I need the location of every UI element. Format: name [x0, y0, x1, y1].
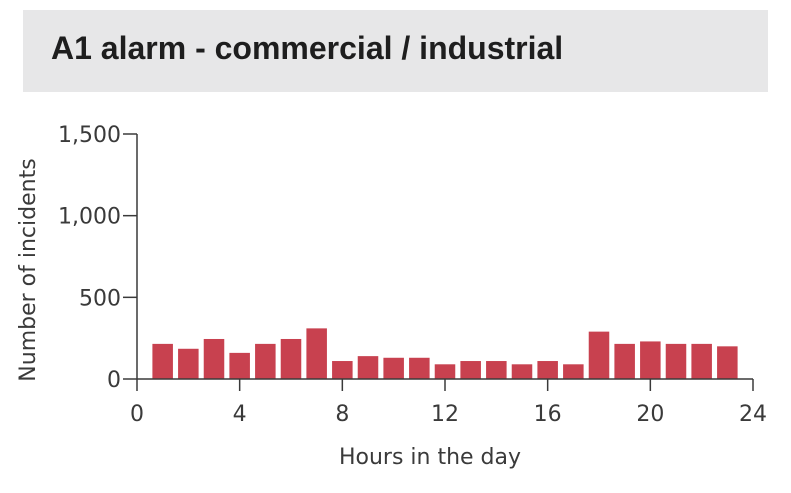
- bar-hour-21: [665, 343, 687, 379]
- x-tick-label-20: 20: [636, 402, 664, 427]
- bar-hour-6: [280, 338, 302, 379]
- bar-hour-12: [434, 364, 456, 379]
- bar-hour-9: [357, 356, 379, 379]
- bar-hour-14: [486, 361, 507, 379]
- bar-hour-23: [717, 346, 738, 379]
- bar-hour-18: [588, 331, 610, 379]
- x-tick-label-0: 0: [130, 402, 144, 427]
- bar-hour-1: [152, 343, 173, 379]
- bar-hour-15: [511, 364, 533, 379]
- x-axis-title: Hours in the day: [339, 445, 521, 470]
- chart-title: A1 alarm - commercial / industrial: [51, 30, 564, 66]
- axes-group: 0 500 1,000 1,500 0 4 8 12 16 20 24: [58, 123, 767, 427]
- x-tick-label-24: 24: [739, 402, 767, 427]
- bar-hour-20: [640, 341, 661, 379]
- bar-hour-8: [332, 361, 353, 379]
- x-tick-label-12: 12: [431, 402, 459, 427]
- bar-hour-16: [537, 361, 558, 379]
- bar-hour-22: [691, 343, 712, 379]
- y-tick-label-1000: 1,000: [58, 205, 121, 230]
- x-tick-label-4: 4: [233, 402, 247, 427]
- bars-group: [152, 328, 738, 379]
- x-tick-label-16: 16: [534, 402, 562, 427]
- bar-hour-4: [229, 352, 250, 379]
- bar-hour-10: [383, 357, 404, 379]
- y-tick-label-500: 500: [79, 286, 121, 311]
- y-tick-label-0: 0: [107, 368, 121, 393]
- bar-hour-2: [178, 348, 199, 379]
- bar-hour-3: [203, 338, 225, 379]
- bar-hour-13: [460, 361, 481, 379]
- x-tick-label-8: 8: [335, 402, 349, 427]
- bar-hour-5: [255, 343, 276, 379]
- bar-hour-19: [614, 343, 635, 379]
- bar-hour-11: [409, 357, 430, 379]
- y-axis-title: Number of incidents: [16, 158, 41, 381]
- bar-hour-17: [563, 364, 584, 379]
- title-bar: A1 alarm - commercial / industrial: [23, 10, 768, 92]
- y-tick-label-1500: 1,500: [58, 123, 121, 148]
- bar-hour-7: [306, 328, 327, 379]
